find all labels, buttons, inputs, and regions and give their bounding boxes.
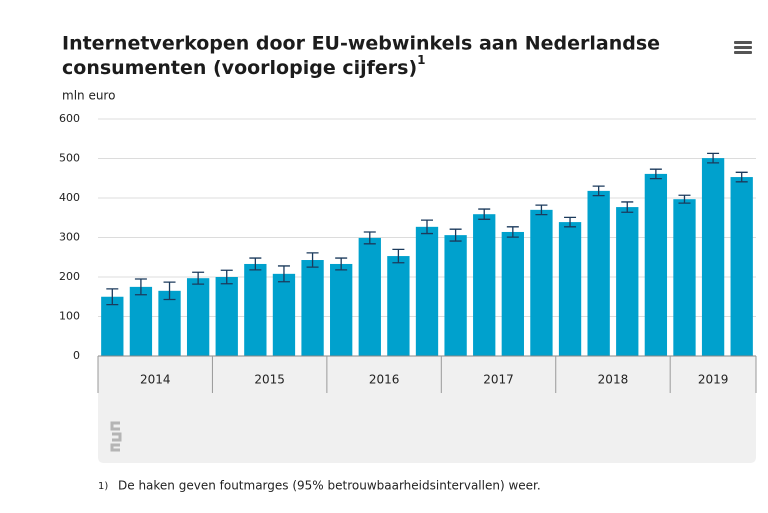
error-bar — [421, 219, 433, 235]
bar — [387, 256, 410, 356]
year-label: 2017 — [483, 373, 514, 387]
error-bar — [707, 152, 720, 164]
error-bar — [392, 248, 405, 264]
bar — [701, 158, 725, 356]
error-bar — [163, 281, 176, 301]
bar — [158, 290, 181, 356]
y-axis-label: mln euro — [62, 89, 115, 103]
error-bar — [592, 185, 605, 197]
bar — [501, 231, 524, 356]
chart-title-line2: consumenten (voorlopige cijfers)1 — [62, 53, 426, 79]
year-label: 2019 — [698, 373, 729, 387]
error-bar — [621, 201, 634, 213]
error-bar — [478, 208, 491, 220]
year-label: 2014 — [140, 373, 171, 387]
bar — [444, 235, 467, 356]
y-tick-label: 500 — [59, 152, 80, 165]
bar — [301, 260, 324, 356]
y-tick-label: 300 — [59, 231, 80, 244]
error-bar — [535, 204, 548, 216]
bar — [244, 263, 267, 356]
bar — [215, 277, 238, 356]
year-label: 2018 — [598, 373, 629, 387]
bar — [186, 278, 210, 356]
error-bar — [449, 228, 462, 242]
cbs-logo — [110, 421, 122, 452]
error-bar — [649, 168, 662, 180]
year-label: 2016 — [369, 373, 400, 387]
error-bar — [277, 265, 290, 283]
bar — [330, 263, 353, 356]
y-tick-label: 600 — [59, 112, 80, 125]
bar — [129, 286, 153, 356]
footnote: De haken geven foutmarges (95% betrouwba… — [118, 479, 541, 493]
error-bar — [335, 257, 348, 271]
chart-title: Internetverkopen door EU-webwinkels aan … — [62, 33, 660, 55]
bar — [673, 199, 696, 356]
error-bar — [220, 269, 233, 285]
menu-icon[interactable] — [734, 41, 752, 54]
title-note: 1 — [417, 53, 425, 67]
title-text: consumenten (voorlopige cijfers) — [62, 57, 417, 79]
y-tick-label: 0 — [73, 349, 80, 362]
axis-band — [98, 356, 756, 463]
bar — [616, 207, 639, 356]
bar — [644, 173, 668, 356]
error-bar — [564, 216, 577, 228]
error-bar — [735, 171, 748, 183]
error-bar — [249, 257, 262, 271]
error-bar — [678, 194, 691, 204]
year-label: 2015 — [254, 373, 285, 387]
bar — [730, 177, 753, 356]
bar — [415, 226, 439, 356]
bar — [473, 214, 496, 356]
error-bar — [134, 278, 147, 296]
error-bar — [306, 252, 319, 268]
bar — [587, 190, 610, 356]
footnote-marker: 1) — [98, 481, 108, 492]
error-bar — [106, 288, 119, 306]
y-tick-label: 100 — [59, 310, 80, 323]
bar — [558, 222, 582, 356]
bar — [101, 296, 124, 356]
bar — [358, 237, 381, 356]
y-tick-label: 200 — [59, 270, 80, 283]
error-bar — [192, 271, 205, 285]
error-bar — [363, 231, 376, 245]
bar — [272, 273, 296, 356]
error-bar — [506, 226, 519, 238]
y-tick-label: 400 — [59, 191, 80, 204]
bar — [530, 209, 553, 356]
